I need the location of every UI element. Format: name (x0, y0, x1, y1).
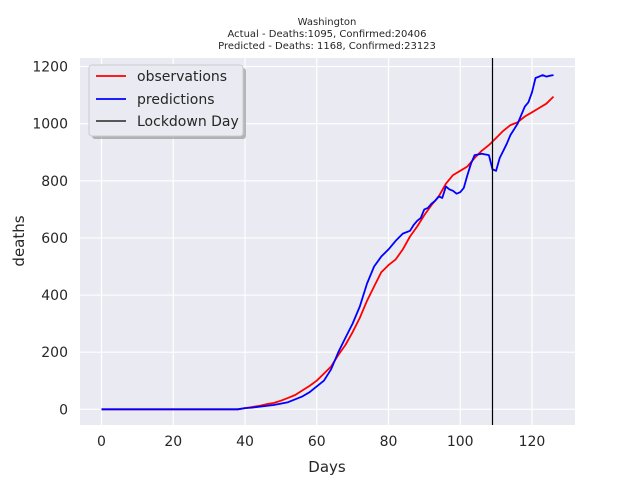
y-axis-label: deaths (10, 215, 28, 266)
y-tick-label: 600 (41, 231, 68, 247)
legend: observations predictions Lockdown Day (88, 64, 246, 139)
x-tick-label: 80 (380, 434, 398, 450)
legend-box (88, 64, 244, 137)
series-lines (101, 58, 555, 425)
y-tick-label: 400 (41, 288, 68, 304)
x-tick-label: 20 (164, 434, 182, 450)
chart-subtitle-line-2: Predicted - Deaths: 1168, Confirmed:2312… (218, 41, 436, 52)
x-tick-label: 60 (308, 434, 326, 450)
y-tick-label: 0 (59, 402, 68, 418)
x-axis-label: Days (308, 458, 346, 476)
x-tick-label: 120 (519, 434, 546, 450)
x-tick-label: 40 (236, 434, 254, 450)
chart-title: Washington (298, 17, 357, 28)
y-tick-label: 800 (41, 174, 68, 190)
legend-label-observations: observations (137, 69, 227, 85)
y-tick-label: 200 (41, 345, 68, 361)
series-line-observations (101, 95, 555, 411)
x-tick-label: 0 (97, 434, 106, 450)
chart-subtitle-line-1: Actual - Deaths:1095, Confirmed:20406 (227, 29, 426, 40)
y-tick-label: 1000 (32, 117, 68, 133)
legend-label-lockdown: Lockdown Day (137, 114, 239, 130)
y-tick-label: 1200 (32, 60, 68, 76)
series-line-predictions (101, 74, 554, 411)
x-tick-label: 100 (447, 434, 474, 450)
legend-label-predictions: predictions (137, 92, 215, 108)
